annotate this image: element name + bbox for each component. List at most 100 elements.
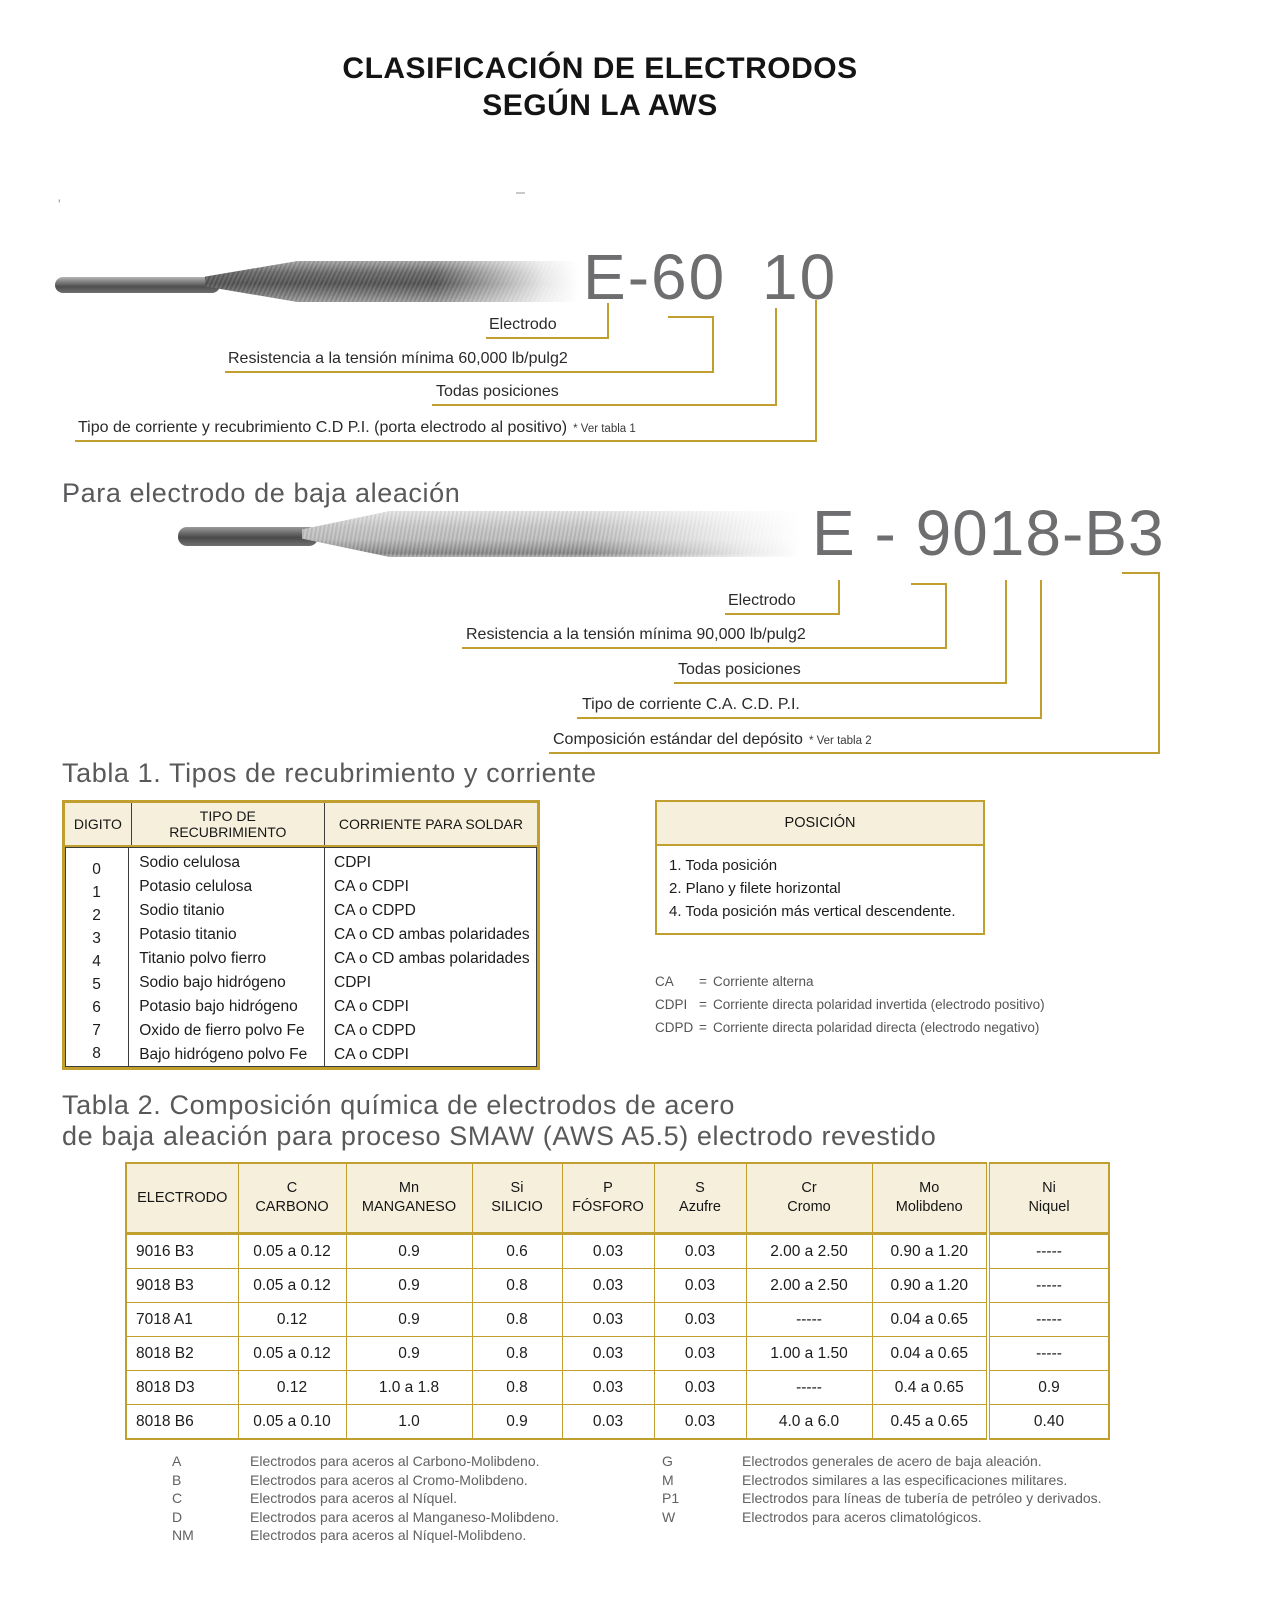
table2-header-name: Niquel (1028, 1199, 1070, 1215)
table2-value-cell: 0.03 (653, 1336, 747, 1371)
table1-corriente-cell: CA o CDPI (334, 998, 409, 1015)
leader-line (75, 440, 817, 442)
leader-line (815, 300, 817, 442)
legend-term: M (662, 1471, 674, 1488)
table2-title-line1: Tabla 2. Composición química de electrod… (62, 1090, 735, 1120)
table1-recubrimiento-cell: Bajo hidrógeno polvo Fe (139, 1046, 308, 1063)
table2-header-symbol: Si (510, 1180, 524, 1196)
suffix-legend-row: G Electrodos generales de acero de baja a… (662, 1452, 1102, 1471)
annotation-note: * Ver tabla 1 (573, 423, 636, 435)
annotation-posiciones-2: Todas posiciones (678, 661, 801, 679)
legend-term: NM (172, 1527, 194, 1544)
table2-value-cell: 0.8 (471, 1336, 563, 1371)
table2-value-cell: 0.03 (561, 1302, 655, 1337)
table2-value-cell: 0.03 (561, 1233, 655, 1269)
table1-digit: 7 (92, 1022, 101, 1039)
table2-value-cell: ----- (986, 1302, 1110, 1337)
table2-header-name: CARBONO (255, 1199, 329, 1215)
table1-recubrimiento-cell: Oxido de fierro polvo Fe (139, 1022, 305, 1039)
table2-row: 9016 B3 0.05 a 0.12 0.9 0.6 0.03 0.03 2.00 a 2… (125, 1233, 1110, 1269)
table2-row: 8018 B6 0.05 a 0.10 1.0 0.9 0.03 0.03 4.0 a 6.… (125, 1404, 1110, 1440)
suffix-legend-row: M Electrodos similares a las especificaci… (662, 1471, 1102, 1490)
table1-recubrimiento-cell: Sodio celulosa (139, 854, 241, 871)
leader-line (577, 717, 1042, 719)
annotation-corriente-2: Tipo de corriente C.A. C.D. P.I. (582, 696, 800, 714)
table2-value-cell: 0.9 (345, 1302, 473, 1337)
table1-body: 0 1 2 3 4 5 6 7 8 Sodio celulosa Potasio celulosa… (65, 847, 537, 1067)
table2-header-symbol: Ni (1042, 1180, 1056, 1196)
leader-line (607, 303, 609, 338)
table1-corriente-cell: CA o CD ambas polaridades (334, 926, 530, 943)
posicion-item: 1. Toda posición (669, 857, 778, 874)
table2-value-cell: 1.00 a 1.50 (745, 1336, 873, 1371)
table1-corriente-cell: CDPI (334, 854, 372, 871)
leader-line (1040, 580, 1042, 717)
table2-value-cell: 2.00 a 2.50 (745, 1268, 873, 1303)
annotation-text: Tipo de corriente C.A. C.D. P.I. (582, 696, 800, 713)
table2-value-cell: 0.03 (653, 1370, 747, 1405)
legend-definition: Electrodos para aceros al Níquel. (250, 1490, 457, 1507)
page-title: CLASIFICACIÓN DE ELECTRODOS SEGÚN LA AWS (0, 50, 1200, 124)
table2-value-cell: 0.90 a 1.20 (871, 1268, 989, 1303)
table1-digit: 5 (92, 976, 101, 993)
posicion-body: 1. Toda posición 2. Plano y filete horizo… (657, 846, 983, 933)
annotation-text: Todas posiciones (678, 661, 801, 678)
legend-definition: Electrodos para aceros al Níquel-Molibde… (250, 1527, 527, 1544)
table2-header-row: ELECTRODO C CARBONO Mn MANGANESO Si SILICIO P FÓ… (125, 1162, 1110, 1234)
current-legend-row: CDPI = Corriente directa polaridad inverti… (655, 993, 1045, 1016)
scan-artifact (516, 192, 525, 194)
table2-value-cell: 0.8 (471, 1302, 563, 1337)
leader-line (432, 404, 777, 406)
legend-term: D (172, 1508, 183, 1525)
table2-value-cell: 0.9 (471, 1404, 563, 1440)
table1-corriente-cell: CA o CD ambas polaridades (334, 950, 530, 967)
equals-sign: = (699, 1020, 707, 1035)
table2-header-cell: Mn MANGANESO (345, 1162, 473, 1234)
table2-value-cell: 0.03 (653, 1302, 747, 1337)
table1-corriente-cell: CA o CDPI (334, 1046, 409, 1063)
table2-header-name: MANGANESO (361, 1199, 457, 1215)
table2-value-cell: 0.40 (986, 1404, 1110, 1440)
leader-line (838, 580, 840, 613)
annotation-text: Composición estándar del depósito (553, 731, 803, 748)
equals-sign: = (699, 997, 707, 1012)
table2-value-cell: ----- (986, 1336, 1110, 1371)
table2-header-cell: Ni Niquel (986, 1162, 1110, 1234)
table2-value-cell: 0.90 a 1.20 (871, 1233, 989, 1269)
table1-corriente-cell: CA o CDPD (334, 1022, 416, 1039)
title-line2: SEGÚN LA AWS (482, 89, 718, 122)
annotation-resistencia-2: Resistencia a la tensión mínima 90,000 l… (466, 626, 806, 644)
table2-header-cell: Cr Cromo (745, 1162, 873, 1234)
table2-value-cell: 0.03 (653, 1404, 747, 1440)
table2-value-cell: 0.9 (986, 1370, 1110, 1405)
section2-heading: Para electrodo de baja aleación (62, 478, 461, 508)
table2-header-symbol: Mo (919, 1180, 940, 1196)
table1-corriente-column: CDPI CA o CDPI CA o CDPD CA o CD ambas pola… (324, 848, 537, 1067)
table2-header-cell: C CARBONO (237, 1162, 347, 1234)
table2-header-name: SILICIO (491, 1199, 543, 1215)
table2-row: 7018 A1 0.12 0.9 0.8 0.03 0.03 ----- 0.04 a 0.6… (125, 1302, 1110, 1337)
suffix-legend-row: NM Electrodos para aceros al Níquel-Molib… (172, 1526, 559, 1545)
table1-digit: 6 (92, 999, 101, 1016)
table1-header-tipo-text: TIPO DE RECUBRIMIENTO (169, 808, 287, 840)
annotation-electrodo-2: Electrodo (728, 592, 796, 610)
legend-definition: Corriente directa polaridad directa (ele… (713, 1020, 1040, 1035)
annotation-text: Electrodo (728, 592, 796, 609)
table2-value-cell: 0.4 a 0.65 (871, 1370, 989, 1405)
table1-digit: 4 (92, 953, 101, 970)
posicion-box: POSICIÓN 1. Toda posición 2. Plano y file… (655, 800, 985, 935)
posicion-item: 2. Plano y filete horizontal (669, 880, 841, 897)
table1-header-tipo: TIPO DE RECUBRIMIENTO (130, 803, 324, 845)
title-line1: CLASIFICACIÓN DE ELECTRODOS (342, 52, 858, 85)
table2-header-cell: S Azufre (653, 1162, 747, 1234)
leader-line (462, 647, 947, 649)
table2-header: ELECTRODO C CARBONO Mn MANGANESO Si SILICIO P FÓ… (125, 1162, 1110, 1234)
leader-line (549, 752, 1160, 754)
table2-value-cell: 0.6 (471, 1233, 563, 1269)
table2-header-symbol: S (695, 1180, 705, 1196)
leader-line (725, 613, 840, 615)
table2-value-cell: ----- (745, 1302, 873, 1337)
table2-body: 9016 B3 0.05 a 0.12 0.9 0.6 0.03 0.03 2.00 a 2… (125, 1233, 1110, 1440)
table2-value-cell: 0.03 (561, 1336, 655, 1371)
